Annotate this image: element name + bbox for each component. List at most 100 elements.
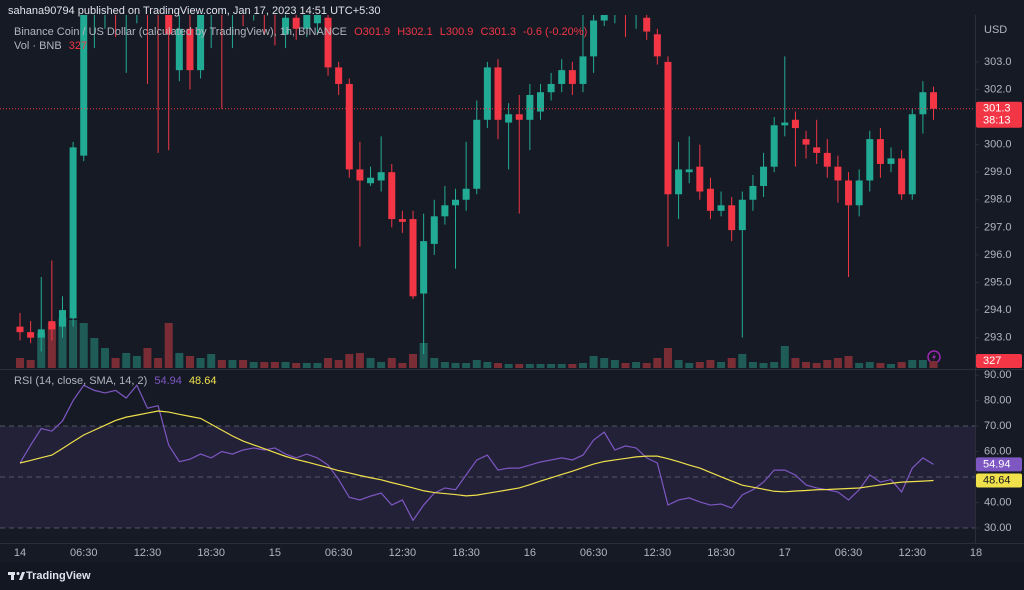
rsi-last: 54.94 bbox=[154, 375, 182, 387]
volume-bar bbox=[249, 362, 258, 368]
volume-bar bbox=[228, 360, 237, 368]
volume-bar bbox=[887, 364, 896, 368]
publisher-line: sahana90794 published on TradingView.com… bbox=[8, 5, 381, 17]
volume-bar bbox=[685, 363, 694, 368]
x-tick-label: 18:30 bbox=[197, 547, 225, 559]
candle-body bbox=[887, 158, 895, 164]
volume-bar bbox=[207, 354, 216, 368]
volume-bar bbox=[770, 362, 779, 368]
candle-body bbox=[770, 125, 778, 167]
candle-body bbox=[430, 216, 438, 244]
volume-bar bbox=[610, 360, 619, 368]
volume-bar bbox=[748, 362, 757, 368]
volume-bar bbox=[621, 363, 630, 368]
candle-body bbox=[313, 15, 321, 24]
candle-body bbox=[600, 15, 608, 21]
y-tick-label: 30.00 bbox=[984, 522, 1012, 534]
volume-bar bbox=[90, 338, 99, 368]
symbol-title: Binance Coin / US Dollar (calculated by … bbox=[14, 26, 348, 38]
candle-body bbox=[197, 15, 205, 71]
volume-bar bbox=[547, 364, 556, 368]
candle-body bbox=[441, 205, 449, 217]
candle-body bbox=[48, 321, 56, 330]
candle-body bbox=[568, 70, 576, 84]
volume-badge bbox=[976, 354, 1022, 369]
candle-body bbox=[16, 326, 24, 333]
volume-bar bbox=[26, 360, 35, 368]
volume-bar bbox=[175, 353, 184, 368]
ohlc-low: L300.9 bbox=[439, 26, 474, 38]
x-tick-label: 06:30 bbox=[835, 547, 863, 559]
candle-body bbox=[505, 114, 513, 123]
brand-name: TradingView bbox=[26, 570, 91, 582]
candle-body bbox=[579, 56, 587, 84]
candle-body bbox=[388, 172, 396, 220]
volume-bar bbox=[324, 358, 333, 368]
volume-bar bbox=[100, 348, 109, 368]
candle-body bbox=[664, 61, 672, 195]
y-tick-label: 299.0 bbox=[984, 166, 1012, 178]
candle-body bbox=[303, 15, 311, 29]
x-tick-label: 06:30 bbox=[70, 547, 98, 559]
ohlc-close: C301.3 bbox=[480, 26, 516, 38]
volume-bar bbox=[196, 358, 205, 368]
volume-bar bbox=[366, 358, 375, 368]
candle-body bbox=[717, 205, 725, 211]
rsi-pane bbox=[0, 384, 975, 529]
candle-body bbox=[37, 329, 45, 338]
volume-bar bbox=[504, 364, 513, 368]
y-tick-label: 293.0 bbox=[984, 332, 1012, 344]
volume-bar bbox=[802, 362, 811, 368]
end-badge-label: 54.94 bbox=[983, 458, 1011, 470]
volume-bar bbox=[855, 363, 864, 368]
rsi-sma-last: 48.64 bbox=[188, 375, 217, 387]
rsi-line bbox=[19, 384, 934, 522]
volume-bar bbox=[674, 360, 683, 368]
x-tick-label: 16 bbox=[524, 547, 536, 559]
volume-bar bbox=[632, 362, 641, 368]
volume-bar bbox=[791, 358, 800, 368]
y-tick-label: 60.00 bbox=[984, 445, 1012, 457]
candle-body bbox=[685, 169, 693, 173]
x-tick-label: 12:30 bbox=[134, 547, 162, 559]
volume-bar bbox=[239, 360, 248, 368]
last-price-label: 301.3 bbox=[983, 103, 1011, 115]
volume-bar bbox=[536, 364, 545, 368]
candle-body bbox=[398, 219, 406, 222]
candle-body bbox=[813, 147, 821, 153]
y-tick-label: 300.0 bbox=[984, 139, 1012, 151]
candle-body bbox=[452, 199, 460, 206]
volume-bar bbox=[483, 362, 492, 368]
candle-body bbox=[324, 17, 332, 68]
y-tick-label: 80.00 bbox=[984, 394, 1012, 406]
x-tick-label: 15 bbox=[269, 547, 281, 559]
candle-body bbox=[823, 152, 831, 167]
candle-body bbox=[536, 92, 544, 112]
change: -0.6 (-0.20%) bbox=[523, 26, 588, 38]
volume-bar bbox=[653, 358, 662, 368]
y-tick-label: 298.0 bbox=[984, 194, 1012, 206]
volume-bar bbox=[143, 348, 152, 368]
candle-body bbox=[462, 188, 470, 200]
x-tick-label: 12:30 bbox=[389, 547, 417, 559]
volume-bar bbox=[270, 362, 279, 368]
volume-legend: Vol · BNB 327 bbox=[14, 40, 91, 52]
volume-bar bbox=[292, 363, 301, 368]
volume-title: Vol · BNB bbox=[14, 40, 62, 52]
volume-bar bbox=[58, 318, 67, 368]
y-tick-label: 90.00 bbox=[984, 369, 1012, 381]
volume-bar bbox=[462, 363, 471, 368]
candle-body bbox=[27, 332, 35, 338]
volume-bar bbox=[302, 363, 311, 368]
volume-bar bbox=[377, 362, 386, 368]
candle-body bbox=[898, 158, 906, 195]
volume-bar bbox=[132, 356, 141, 368]
volume-bar bbox=[717, 362, 726, 368]
x-tick-label: 06:30 bbox=[580, 547, 608, 559]
volume-bar bbox=[706, 360, 715, 368]
candle-body bbox=[643, 17, 651, 32]
volume-bar bbox=[409, 354, 418, 368]
volume-bar bbox=[419, 343, 428, 368]
